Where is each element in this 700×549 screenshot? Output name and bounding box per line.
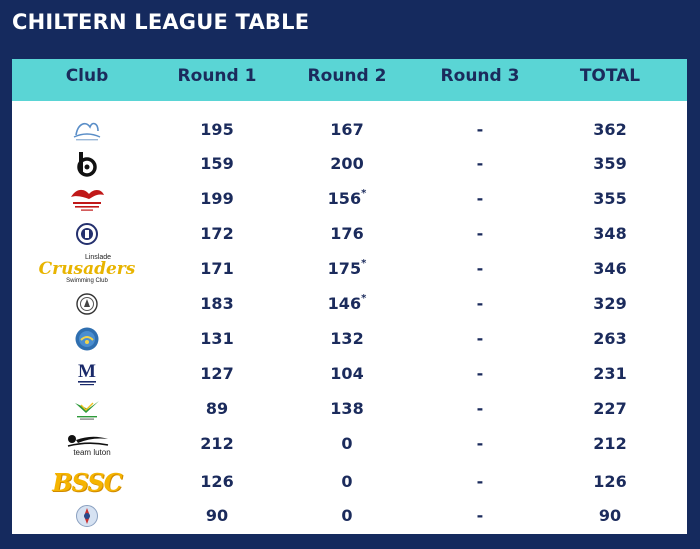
round2-value: 200: [330, 154, 364, 173]
round1-value: 199: [200, 189, 234, 208]
table-row: 90 0 - 90: [12, 499, 687, 533]
crusaders-logo-bottom: Swimming Club: [66, 278, 108, 284]
total-value: 231: [593, 364, 627, 383]
round2-value: 138: [330, 399, 364, 418]
table-row: 131 132 - 263: [12, 322, 687, 356]
total-value: 329: [593, 294, 627, 313]
round3-value: -: [476, 154, 484, 173]
round3-value: -: [476, 294, 484, 313]
page-title: CHILTERN LEAGUE TABLE: [12, 10, 310, 34]
crusaders-logo-main: Crusaders: [38, 259, 136, 279]
m-logo-letter: M: [78, 361, 96, 382]
round3-value: -: [476, 472, 484, 491]
round1-value: 171: [200, 259, 234, 278]
total-value: 227: [593, 399, 627, 418]
round1-value: 212: [200, 434, 234, 453]
header-round-3: Round 3: [440, 66, 520, 86]
total-value: 263: [593, 329, 627, 348]
round3-value: -: [476, 399, 484, 418]
table-row: 159 200 - 359: [12, 147, 687, 181]
red-bird-logo-icon: [27, 182, 147, 216]
swimming-club-logo-1-icon: [27, 113, 147, 147]
round2-value: 175*: [327, 258, 367, 278]
round1-value: 172: [200, 224, 234, 243]
bssc-logo-icon: BSSC: [27, 465, 147, 499]
round2-value: 146*: [327, 293, 367, 313]
round2-value: 0: [341, 506, 353, 525]
table-row: 172 176 - 348: [12, 217, 687, 251]
round3-value: -: [476, 364, 484, 383]
round1-value: 89: [205, 399, 229, 418]
round3-value: -: [476, 224, 484, 243]
bd-logo-icon: [27, 147, 147, 181]
bssc-logo-text: BSSC: [52, 467, 123, 497]
round2-value: 0: [341, 434, 353, 453]
round3-value: -: [476, 506, 484, 525]
round2-value: 176: [330, 224, 364, 243]
round1-value: 131: [200, 329, 234, 348]
header-round-1: Round 1: [177, 66, 257, 86]
round1-value: 159: [200, 154, 234, 173]
round1-value: 183: [200, 294, 234, 313]
table-row: Linslade Crusaders Swimming Club 171 175…: [12, 252, 687, 286]
round1-value: 195: [200, 120, 234, 139]
table-row: team luton 212 0 - 212: [12, 427, 687, 461]
m-logo-icon: M: [27, 357, 147, 391]
total-value: 362: [593, 120, 627, 139]
small-roundel-logo-icon: [27, 499, 147, 533]
round3-value: -: [476, 329, 484, 348]
round2-value: 156*: [327, 188, 367, 208]
table-row: 199 156* - 355: [12, 182, 687, 216]
table-header: Club Round 1 Round 2 Round 3 TOTAL: [12, 59, 687, 101]
blue-roundel-logo-icon: [27, 322, 147, 356]
total-value: 359: [593, 154, 627, 173]
round1-value: 90: [205, 506, 229, 525]
table-row: 183 146* - 329: [12, 287, 687, 321]
table-row: BSSC 126 0 - 126: [12, 465, 687, 499]
table-row: M 127 104 - 231: [12, 357, 687, 391]
round1-value: 126: [200, 472, 234, 491]
round2-value: 0: [341, 472, 353, 491]
round3-value: -: [476, 434, 484, 453]
round-crest-logo-icon: [27, 217, 147, 251]
round2-value: 132: [330, 329, 364, 348]
round2-value: 167: [330, 120, 364, 139]
crusaders-logo-top: Linslade: [84, 254, 112, 261]
total-value: 126: [593, 472, 627, 491]
crusaders-logo-icon: Linslade Crusaders Swimming Club: [27, 252, 147, 286]
circle-badge-logo-icon: [27, 287, 147, 321]
round2-value: 104: [330, 364, 364, 383]
header-total: TOTAL: [579, 66, 641, 86]
total-value: 90: [598, 506, 622, 525]
total-value: 346: [593, 259, 627, 278]
team-luton-logo-text: team luton: [73, 448, 111, 457]
table-row: 195 167 - 362: [12, 113, 687, 147]
team-luton-logo-icon: team luton: [27, 427, 147, 461]
table-row: 89 138 - 227: [12, 392, 687, 426]
round3-value: -: [476, 189, 484, 208]
total-value: 355: [593, 189, 627, 208]
round3-value: -: [476, 259, 484, 278]
total-value: 348: [593, 224, 627, 243]
round1-value: 127: [200, 364, 234, 383]
header-club: Club: [65, 66, 109, 86]
round3-value: -: [476, 120, 484, 139]
total-value: 212: [593, 434, 627, 453]
league-table: Club Round 1 Round 2 Round 3 TOTAL 195 1…: [12, 59, 687, 534]
header-round-2: Round 2: [307, 66, 387, 86]
green-wing-logo-icon: [27, 392, 147, 426]
